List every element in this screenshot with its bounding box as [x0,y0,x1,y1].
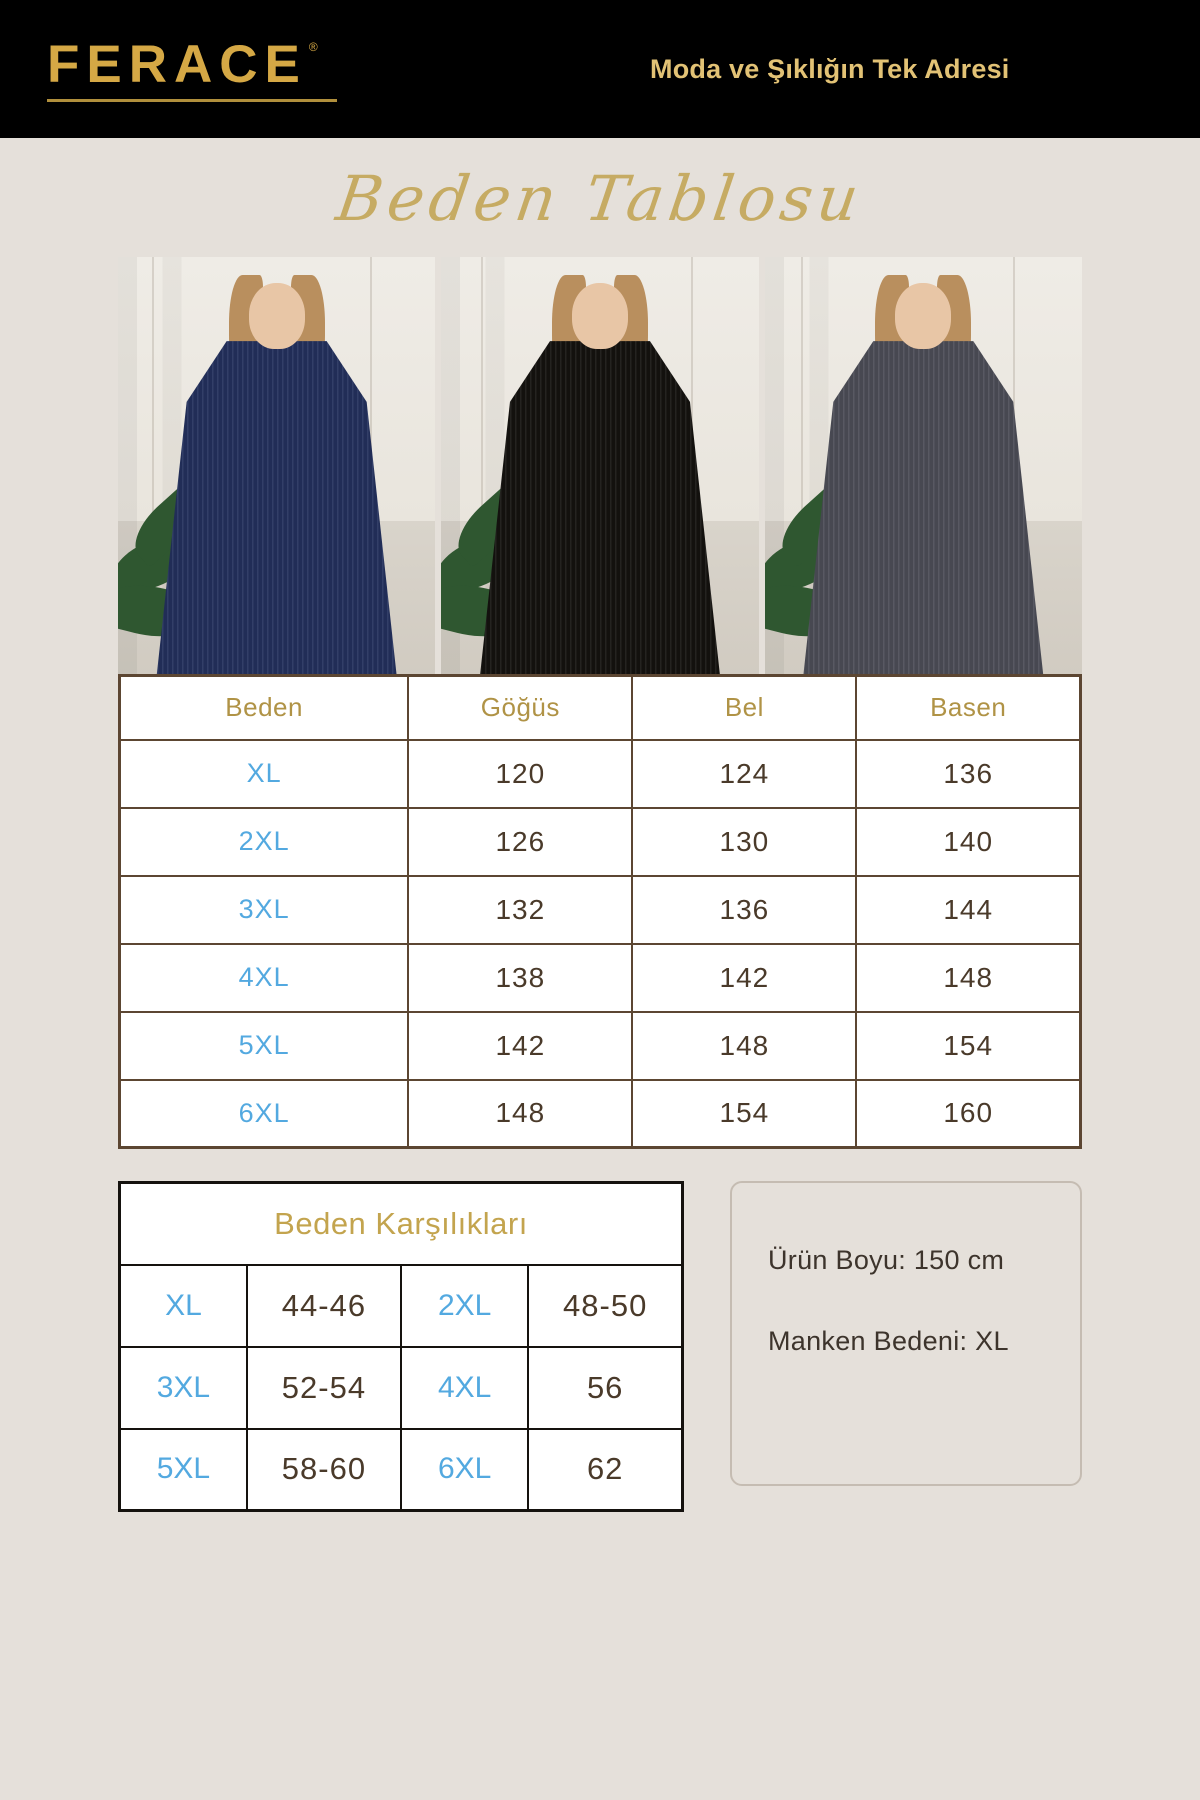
eq-size-left: 5XL [118,1427,248,1512]
table-row: 3XL 52-54 4XL 56 [118,1345,684,1430]
cell-gogus: 132 [407,874,634,945]
eq-size-right: 6XL [399,1427,530,1512]
model-photo-navy [118,257,436,713]
table-row: XL 120 124 136 [118,738,1082,809]
cell-bel: 148 [631,1010,858,1081]
product-info-box: Ürün Boyu: 150 cm Manken Bedeni: XL [730,1181,1082,1487]
eq-size-right: 4XL [399,1345,530,1430]
eq-size-left: XL [118,1263,248,1348]
logo-underline [47,99,337,102]
registered-mark-icon: ® [308,40,318,54]
measurement-table-body: XL 120 124 136 2XL 126 130 140 3XL 132 1… [118,738,1082,1149]
table-row: 3XL 132 136 144 [118,874,1082,945]
column-header-bel: Bel [631,674,858,741]
measurement-table-head: Beden Göğüs Bel Basen [118,674,1082,741]
cell-size: 4XL [118,942,410,1013]
cell-bel: 136 [631,874,858,945]
table-row: 2XL 126 130 140 [118,806,1082,877]
eq-value-right: 56 [527,1345,684,1430]
cell-basen: 154 [855,1010,1082,1081]
table-row: 5XL 142 148 154 [118,1010,1082,1081]
wall-line [1012,257,1015,521]
cell-gogus: 126 [407,806,634,877]
table-row: XL 44-46 2XL 48-50 [118,1263,684,1348]
measurement-table: Beden Göğüs Bel Basen XL 120 124 136 2XL… [118,674,1082,1150]
cell-gogus: 138 [407,942,634,1013]
page-title: Beden Tablosu [332,162,868,235]
dress-navy [151,341,402,713]
cell-gogus: 148 [407,1078,634,1149]
table-row: 4XL 138 142 148 [118,942,1082,1013]
wall-line [152,257,154,521]
cell-gogus: 142 [407,1010,634,1081]
eq-table-body: XL 44-46 2XL 48-50 3XL 52-54 4XL 56 5XL … [118,1263,684,1512]
cell-gogus: 120 [407,738,634,809]
cell-basen: 144 [855,874,1082,945]
model-head [895,283,952,350]
size-equivalence-table: Beden Karşılıkları XL 44-46 2XL 48-50 3X… [118,1181,684,1513]
model-photo-grey [764,257,1082,713]
cell-size: 3XL [118,874,410,945]
cell-bel: 154 [631,1078,858,1149]
table-row: 6XL 148 154 160 [118,1078,1082,1149]
table-header-row: Beden Göğüs Bel Basen [118,674,1082,741]
wall-line [800,257,803,521]
model-head [248,283,305,350]
column-header-gogus: Göğüs [407,674,634,741]
cell-basen: 140 [855,806,1082,877]
model-head [571,283,628,350]
eq-table-head: Beden Karşılıkları [118,1181,684,1266]
dress-grey [798,341,1049,713]
cell-basen: 160 [855,1078,1082,1149]
dress-black [474,341,725,713]
cell-size: 5XL [118,1010,410,1081]
wall-line [481,257,484,521]
column-header-beden: Beden [118,674,410,741]
brand-header: FERACE ® Moda ve Şıklığın Tek Adresi [0,0,1200,138]
cell-size: XL [118,738,410,809]
eq-size-right: 2XL [399,1263,530,1348]
eq-value-right: 48-50 [527,1263,684,1348]
cell-bel: 124 [631,738,858,809]
eq-value-left: 52-54 [245,1345,402,1430]
cell-bel: 130 [631,806,858,877]
wall-line [691,257,694,521]
column-header-basen: Basen [855,674,1082,741]
model-photo-strip [118,257,1082,713]
cell-basen: 148 [855,942,1082,1013]
model-photo-black [441,257,759,713]
brand-logo: FERACE ® [47,38,337,102]
logo-row: FERACE ® [47,38,318,91]
cell-size: 6XL [118,1078,410,1149]
eq-value-left: 58-60 [245,1427,402,1512]
model-size-label: Manken Bedeni: XL [768,1326,1009,1357]
wall-line [370,257,372,521]
cell-size: 2XL [118,806,410,877]
bottom-section: Beden Karşılıkları XL 44-46 2XL 48-50 3X… [118,1181,1082,1513]
brand-tagline: Moda ve Şıklığın Tek Adresi [650,54,1010,84]
cell-basen: 136 [855,738,1082,809]
eq-value-right: 62 [527,1427,684,1512]
cell-bel: 142 [631,942,858,1013]
logo-text: FERACE [47,35,307,94]
eq-title-row: Beden Karşılıkları [118,1181,684,1266]
eq-value-left: 44-46 [245,1263,402,1348]
eq-table-title: Beden Karşılıkları [118,1181,684,1266]
eq-size-left: 3XL [118,1345,248,1430]
product-length-label: Ürün Boyu: 150 cm [768,1245,1005,1276]
table-row: 5XL 58-60 6XL 62 [118,1427,684,1512]
